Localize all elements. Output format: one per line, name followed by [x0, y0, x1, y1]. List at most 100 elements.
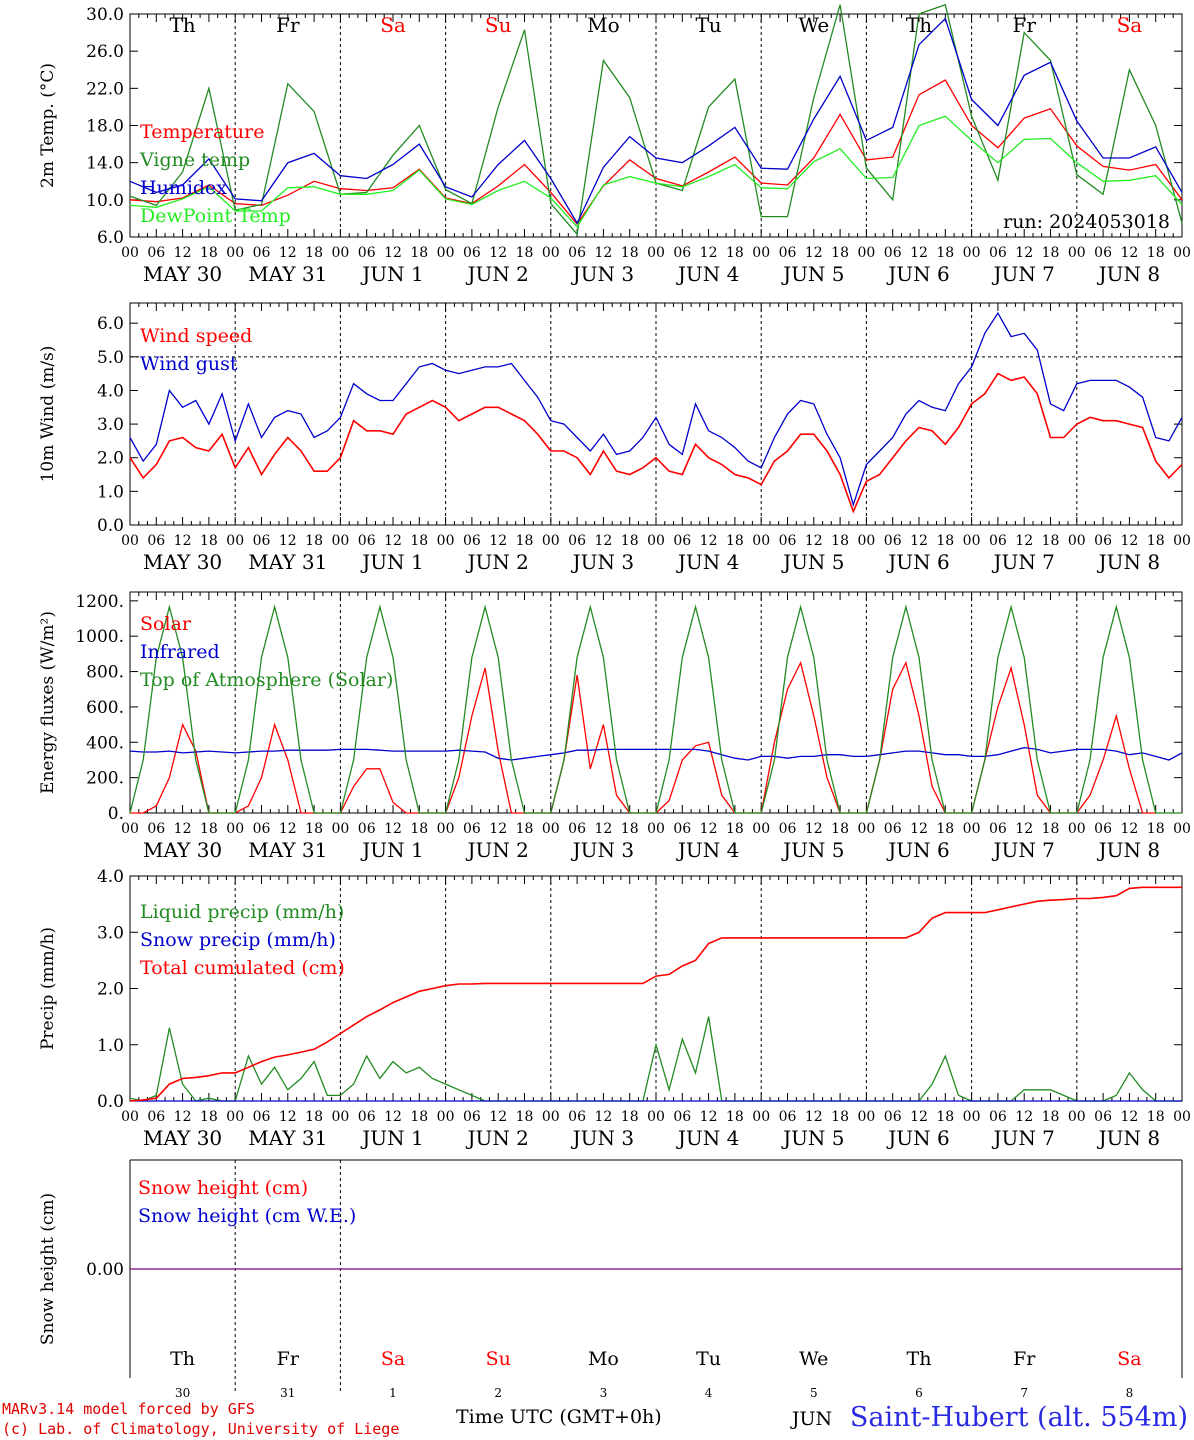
x-tick-label: 00: [963, 1109, 981, 1125]
weekday-label: Fr: [1012, 13, 1036, 37]
date-label: JUN 7: [991, 838, 1054, 862]
x-tick-label: 18: [1042, 245, 1060, 261]
x-tick-label: 06: [253, 1109, 271, 1125]
x-tick-label: 18: [200, 245, 218, 261]
date-label: JUN 2: [465, 550, 528, 574]
y-tick-label: 30.0: [86, 5, 124, 25]
x-tick-label: 00: [963, 821, 981, 837]
plot-frame: [129, 13, 1183, 238]
date-number: 5: [810, 1386, 818, 1400]
y-tick-label: 0.00: [86, 1260, 124, 1280]
weekday-label: We: [798, 13, 829, 37]
y-tick-label: 10.0: [86, 191, 124, 211]
series-line: [129, 311, 1183, 508]
legend-entry: DewPoint Temp: [140, 205, 291, 227]
date-number: 30: [175, 1386, 190, 1400]
x-tick-label: 06: [989, 533, 1007, 549]
date-label: JUN 3: [571, 262, 634, 286]
x-tick-label: 12: [384, 533, 402, 549]
date-label: MAY 30: [143, 262, 222, 286]
x-tick-label: 00: [542, 533, 560, 549]
x-tick-label: 06: [253, 821, 271, 837]
x-tick-label: 18: [621, 533, 639, 549]
x-tick-label: 12: [805, 533, 823, 549]
date-label: JUN 6: [886, 262, 949, 286]
legend-entry: Top of Atmosphere (Solar): [140, 669, 393, 691]
x-tick-label: 12: [279, 821, 297, 837]
date-label: MAY 31: [248, 550, 327, 574]
x-tick-label: 18: [1147, 245, 1165, 261]
x-tick-label: 00: [121, 245, 139, 261]
x-tick-label: 00: [857, 533, 875, 549]
y-axis-label: Precip (mm/h): [38, 927, 58, 1050]
x-tick-label: 06: [1094, 821, 1112, 837]
weekday-label-bottom: Mo: [588, 1348, 619, 1370]
x-tick-label: 12: [279, 1109, 297, 1125]
series-line: [129, 115, 1183, 228]
x-tick-label: 12: [384, 1109, 402, 1125]
x-tick-label: 06: [779, 821, 797, 837]
x-tick-label: 06: [568, 245, 586, 261]
y-tick-label: 1200.: [75, 592, 124, 612]
x-tick-label: 18: [621, 821, 639, 837]
x-tick-label: 06: [989, 1109, 1007, 1125]
weekday-label-bottom: Fr: [277, 1348, 300, 1370]
date-label: JUN 8: [1097, 838, 1160, 862]
x-tick-label: 18: [410, 533, 428, 549]
x-tick-label: 18: [516, 245, 534, 261]
panel-1: 6.0 10.0 14.0 18.0 22.0 26.0 30.0 2m Temp. (°C)…: [38, 3, 1191, 286]
x-tick-label: 18: [305, 821, 323, 837]
y-tick-label: 0.: [108, 804, 124, 824]
x-tick-label: 00: [963, 533, 981, 549]
x-tick-label: 06: [463, 821, 481, 837]
x-tick-label: 12: [594, 245, 612, 261]
series-line: [129, 604, 1182, 814]
date-label: MAY 30: [143, 1126, 222, 1150]
weekday-label: Fr: [276, 13, 300, 37]
x-tick-label: 18: [831, 245, 849, 261]
date-label: JUN 6: [886, 1126, 949, 1150]
x-tick-label: 18: [726, 245, 744, 261]
x-tick-label: 06: [884, 533, 902, 549]
y-tick-label: 400.: [86, 733, 124, 753]
x-tick-label: 00: [752, 1109, 770, 1125]
x-tick-label: 12: [384, 821, 402, 837]
y-tick-label: 14.0: [86, 154, 124, 174]
x-tick-label: 00: [1173, 821, 1191, 837]
date-label: JUN 6: [886, 838, 949, 862]
weekday-label-bottom: We: [799, 1348, 828, 1370]
x-tick-label: 12: [910, 1109, 928, 1125]
x-tick-label: 06: [568, 1109, 586, 1125]
date-label: JUN 7: [991, 550, 1054, 574]
date-label: JUN 2: [465, 1126, 528, 1150]
x-tick-label: 18: [516, 1109, 534, 1125]
y-tick-label: 1000.: [75, 627, 124, 647]
x-tick-label: 00: [752, 533, 770, 549]
legend-entry: Snow height (cm): [138, 1177, 308, 1199]
legend-entry: Vigne temp: [139, 149, 250, 171]
weekday-label: Sa: [380, 13, 406, 37]
y-tick-label: 4.0: [97, 381, 124, 401]
date-number: 31: [280, 1386, 295, 1400]
date-label: JUN 3: [571, 1126, 634, 1150]
x-tick-label: 00: [331, 1109, 349, 1125]
x-tick-label: 12: [1120, 533, 1138, 549]
x-tick-label: 06: [1094, 1109, 1112, 1125]
y-axis-label: Energy fluxes (W/m²): [38, 611, 58, 794]
series-line: [129, 746, 1183, 761]
date-number: 2: [494, 1386, 502, 1400]
weekday-label-bottom: Tu: [696, 1348, 721, 1370]
y-tick-label: 5.0: [97, 348, 124, 368]
date-label: MAY 30: [143, 838, 222, 862]
y-tick-label: 4.0: [97, 867, 124, 887]
x-tick-label: 12: [174, 245, 192, 261]
x-tick-label: 12: [1120, 245, 1138, 261]
x-tick-label: 00: [542, 245, 560, 261]
x-tick-label: 18: [936, 1109, 954, 1125]
x-tick-label: 00: [437, 821, 455, 837]
date-label: JUN 6: [886, 550, 949, 574]
x-tick-label: 12: [489, 1109, 507, 1125]
x-tick-label: 18: [1147, 533, 1165, 549]
y-tick-label: 600.: [86, 698, 124, 718]
x-tick-label: 18: [305, 1109, 323, 1125]
